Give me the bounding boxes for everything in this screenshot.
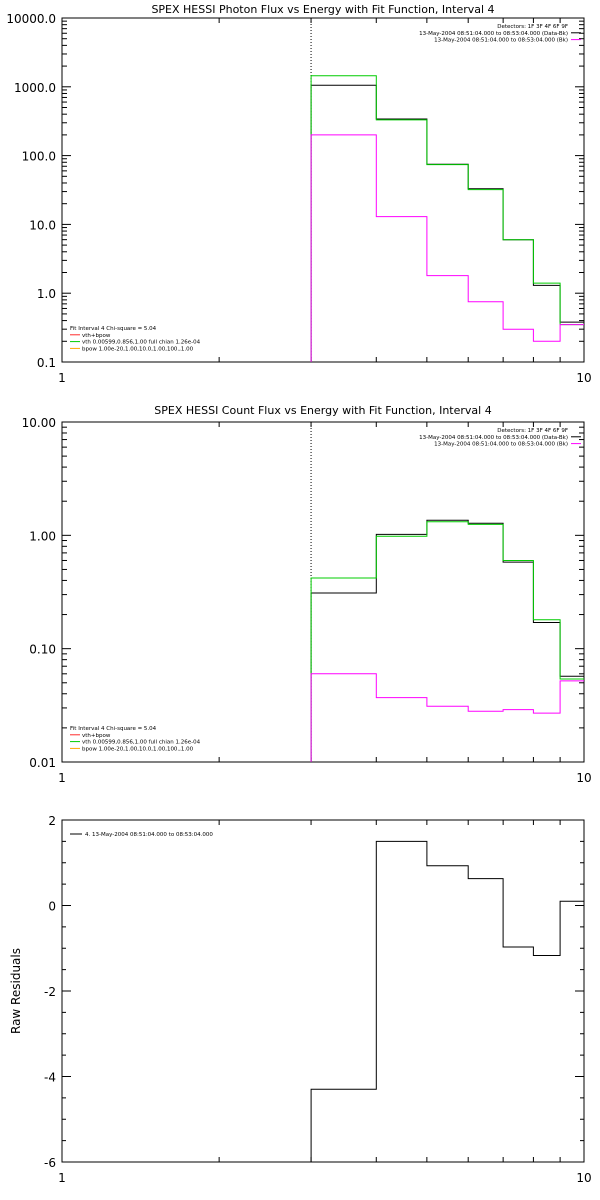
- legend-right-entry: Detectors: 1F 3F 4F 6F 9F: [497, 428, 568, 434]
- series-data-line: [310, 840, 584, 1162]
- panel-2: SPEX HESSI Count Flux vs Energy with Fit…: [22, 404, 592, 785]
- x-tick-label: 10: [576, 371, 591, 385]
- y-tick-label: 0: [48, 900, 56, 914]
- legend-right-entry: 13-May-2004 08:51:04.000 to 08:53:04.000…: [434, 442, 568, 448]
- x-tick-label: 10: [576, 771, 591, 785]
- legend-right-entry: Detectors: 1F 3F 4F 6F 9F: [497, 24, 568, 30]
- panel-3: 1 10 2 0 -2 -4 -6 Raw Residuals 4. 13-May-2004 0…: [9, 814, 592, 1185]
- y-tick-label: 0.01: [29, 756, 56, 770]
- y-tick-label: 1.00: [29, 529, 56, 543]
- y-axis-label: Raw Residuals: [9, 948, 23, 1034]
- y-tick-label: 2: [48, 814, 56, 828]
- x-tick-label: 1: [58, 771, 66, 785]
- legend-left-entry: vth+bpow: [82, 333, 111, 339]
- y-tick-label: 1.0: [37, 287, 56, 301]
- series-thermal-line: [310, 521, 584, 762]
- x-tick-label: 1: [58, 1171, 66, 1185]
- y-tick-label: 1000.0: [14, 81, 56, 95]
- legend-left-entry: Fit Interval 4 Chi-square = 5.04: [70, 326, 157, 332]
- legend-left-entry: Fit Interval 4 Chi-square = 5.04: [70, 726, 157, 732]
- legend-right-entry: 13-May-2004 08:51:04.000 to 08:53:04.000…: [434, 38, 568, 44]
- y-tick-label: 10.00: [22, 416, 56, 430]
- y-tick-label: 10000.0: [6, 12, 56, 26]
- legend-top-entry: 4. 13-May-2004 08:51:04.000 to 08:53:04.…: [85, 832, 213, 838]
- y-tick-label: -6: [44, 1156, 56, 1170]
- x-tick-label: 1: [58, 371, 66, 385]
- data-layer: [310, 519, 584, 762]
- legend-right-entry: 13-May-2004 08:51:04.000 to 08:53:04.000…: [419, 31, 568, 37]
- y-tick-label: -4: [44, 1071, 56, 1085]
- y-tick-label: 0.1: [37, 356, 56, 370]
- axes-frame: [61, 421, 585, 763]
- legend-left-entry: vth 0.00599,0.856,1.00 full chian 1.26e-…: [82, 740, 201, 746]
- panels: SPEX HESSI Photon Flux vs Energy with Fi…: [6, 3, 591, 1185]
- legend-left-entry: bpow 1.00e-20,1.00,10.0,1.00,100.,1.00: [82, 346, 194, 352]
- y-tick-label: 100.0: [22, 150, 56, 164]
- legend-left-entry: vth 0.00599,0.856,1.00 full chian 1.26e-…: [82, 340, 201, 346]
- legend-left-entry: bpow 1.00e-20,1.00,10.0,1.00,100.,1.00: [82, 746, 194, 752]
- chart-title: SPEX HESSI Photon Flux vs Energy with Fi…: [151, 3, 494, 16]
- series-powerlaw-line: [310, 673, 584, 762]
- series-thermal-line: [310, 75, 584, 362]
- axes-frame: [61, 17, 585, 363]
- y-tick-label: 10.0: [29, 218, 56, 232]
- panel-1: SPEX HESSI Photon Flux vs Energy with Fi…: [6, 3, 591, 385]
- legend-left-entry: vth+bpow: [82, 733, 111, 739]
- y-tick-label: 0.10: [29, 643, 56, 657]
- series-powerlaw-line: [310, 134, 584, 362]
- data-layer: [310, 75, 584, 362]
- chart-title: SPEX HESSI Count Flux vs Energy with Fit…: [154, 404, 491, 417]
- data-layer: [310, 840, 584, 1162]
- y-tick-label: -2: [44, 985, 56, 999]
- legend-right-entry: 13-May-2004 08:51:04.000 to 08:53:04.000…: [419, 435, 568, 441]
- x-tick-label: 10: [576, 1171, 591, 1185]
